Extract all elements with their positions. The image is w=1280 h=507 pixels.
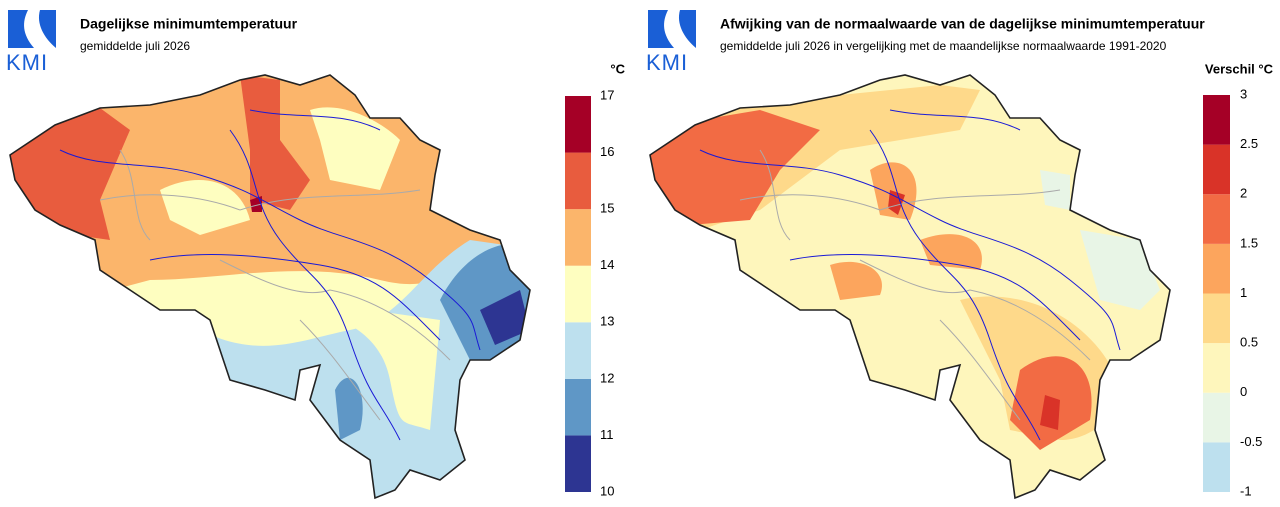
- legend-band: [1203, 194, 1230, 244]
- legend-band: [1203, 343, 1230, 393]
- legend: -1 -0.5 0 0.5 1 1.5 2 2.5 3: [1203, 86, 1262, 498]
- legend-tick-label: 14: [600, 257, 614, 272]
- logo-mark: [648, 10, 696, 48]
- legend-tick-label: 2: [1240, 186, 1247, 201]
- legend-band: [1203, 243, 1230, 294]
- legend-band: [1203, 392, 1230, 443]
- legend-band: [565, 96, 591, 153]
- legend-band: [1203, 442, 1230, 492]
- legend-unit: Verschil °C: [1205, 61, 1274, 76]
- legend-tick-label: -1: [1240, 483, 1252, 498]
- map-title: Dagelijkse minimumtemperatuur: [80, 16, 298, 32]
- legend-band: [565, 378, 591, 436]
- legend-tick-label: 16: [600, 144, 614, 159]
- legend-band: [1203, 144, 1230, 195]
- legend-tick-label: 10: [600, 483, 614, 498]
- panel-right: KMI Afwijking van de normaalwaarde van d…: [646, 10, 1274, 499]
- legend-tick-label: 17: [600, 87, 614, 102]
- logo-mark: [8, 10, 56, 48]
- legend-tick-label: -0.5: [1240, 434, 1262, 449]
- logo-text: KMI: [646, 50, 688, 75]
- legend-band: [565, 322, 591, 379]
- legend-band: [1203, 293, 1230, 344]
- map: [10, 75, 530, 498]
- panel-left: KMI Dagelijkse minimumtemperatuur gemidd…: [6, 10, 626, 499]
- legend-band: [565, 265, 591, 323]
- legend: 10 11 12 13 14 15 16 17: [565, 87, 614, 498]
- legend-band: [565, 152, 591, 210]
- legend-band: [565, 209, 591, 266]
- map-subtitle: gemiddelde juli 2026 in vergelijking met…: [720, 39, 1167, 53]
- legend-tick-label: 0: [1240, 384, 1247, 399]
- legend-tick-label: 13: [600, 314, 614, 329]
- map: [650, 75, 1170, 498]
- legend-unit: °C: [610, 61, 625, 76]
- logo-text: KMI: [6, 50, 48, 75]
- legend-tick-label: 0.5: [1240, 335, 1258, 350]
- legend-tick-label: 2.5: [1240, 136, 1258, 151]
- legend-tick-label: 3: [1240, 86, 1247, 101]
- map-title: Afwijking van de normaalwaarde van de da…: [720, 16, 1205, 32]
- legend-tick-label: 11: [600, 427, 614, 442]
- legend-band: [1203, 95, 1230, 145]
- legend-tick-label: 15: [600, 201, 614, 216]
- legend-tick-label: 1.5: [1240, 235, 1258, 250]
- legend-band: [565, 435, 591, 492]
- legend-tick-label: 1: [1240, 285, 1247, 300]
- legend-tick-label: 12: [600, 370, 614, 385]
- map-subtitle: gemiddelde juli 2026: [80, 39, 190, 53]
